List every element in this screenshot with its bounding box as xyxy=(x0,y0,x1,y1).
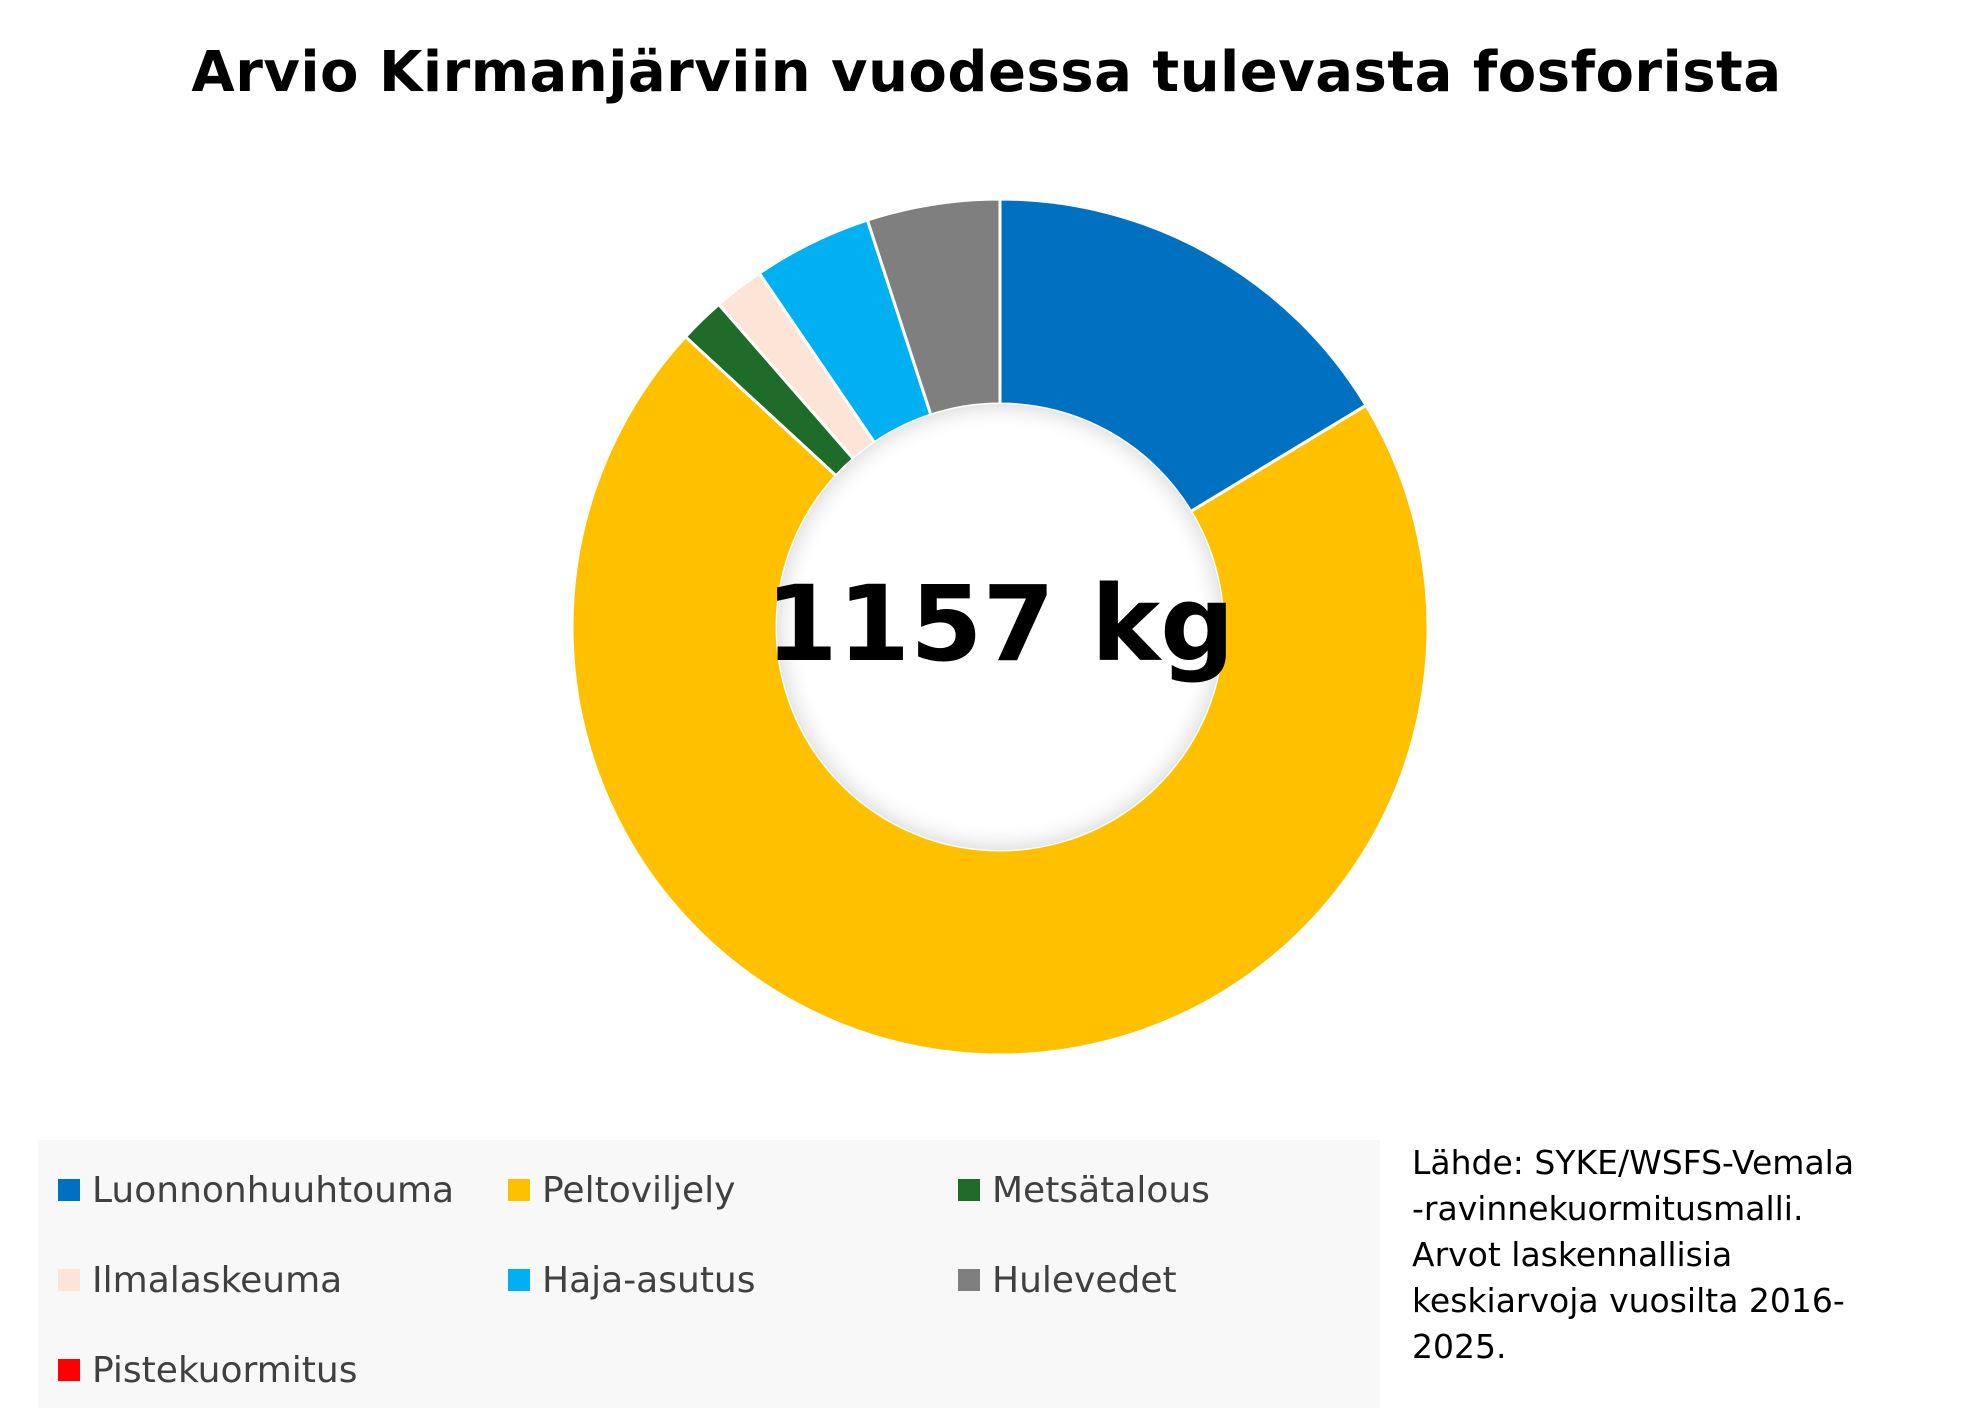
legend-label: Hulevedet xyxy=(992,1259,1177,1301)
donut-slices xyxy=(570,197,1430,1057)
legend-label: Haja-asutus xyxy=(542,1259,756,1301)
legend-swatch xyxy=(58,1269,80,1291)
legend-swatch xyxy=(508,1269,530,1291)
center-total-label: 1157 kg xyxy=(765,563,1234,685)
source-note: Lähde: SYKE/WSFS-Vemala -ravinnekuormitu… xyxy=(1412,1140,1957,1370)
chart-title: Arvio Kirmanjärviin vuodessa tulevasta f… xyxy=(191,40,1782,105)
donut-hole xyxy=(777,404,1223,850)
legend-label: Peltoviljely xyxy=(542,1169,736,1211)
legend-item: Hulevedet xyxy=(958,1259,1177,1301)
source-note-line: Lähde: SYKE/WSFS-Vemala xyxy=(1412,1143,1855,1182)
legend-label: Ilmalaskeuma xyxy=(92,1259,343,1301)
legend-item: Haja-asutus xyxy=(508,1259,756,1301)
source-note-line: keskiarvoja vuosilta 2016- xyxy=(1412,1281,1845,1320)
legend-label: Metsätalous xyxy=(992,1169,1210,1211)
legend-item: Pistekuormitus xyxy=(58,1349,358,1391)
source-note-line: Arvot laskennallisia xyxy=(1412,1235,1733,1274)
legend-item: Luonnonhuuhtouma xyxy=(58,1169,455,1211)
chart-legend: Luonnonhuuhtouma Peltoviljely Metsätalous I… xyxy=(38,1140,1380,1408)
legend-label: Luonnonhuuhtouma xyxy=(92,1169,455,1211)
legend-swatch xyxy=(958,1269,980,1291)
donut-chart: 1157 kg xyxy=(570,197,1430,1057)
legend-item: Ilmalaskeuma xyxy=(58,1259,343,1301)
source-note-line: 2025. xyxy=(1412,1327,1507,1366)
source-note-line: -ravinnekuormitusmalli. xyxy=(1412,1189,1804,1228)
legend-swatch xyxy=(58,1179,80,1201)
legend-item: Metsätalous xyxy=(958,1169,1210,1211)
legend-swatch xyxy=(958,1179,980,1201)
legend-swatch xyxy=(58,1359,80,1381)
legend-swatch xyxy=(508,1179,530,1201)
legend-item: Peltoviljely xyxy=(508,1169,736,1211)
legend-label: Pistekuormitus xyxy=(92,1349,358,1391)
